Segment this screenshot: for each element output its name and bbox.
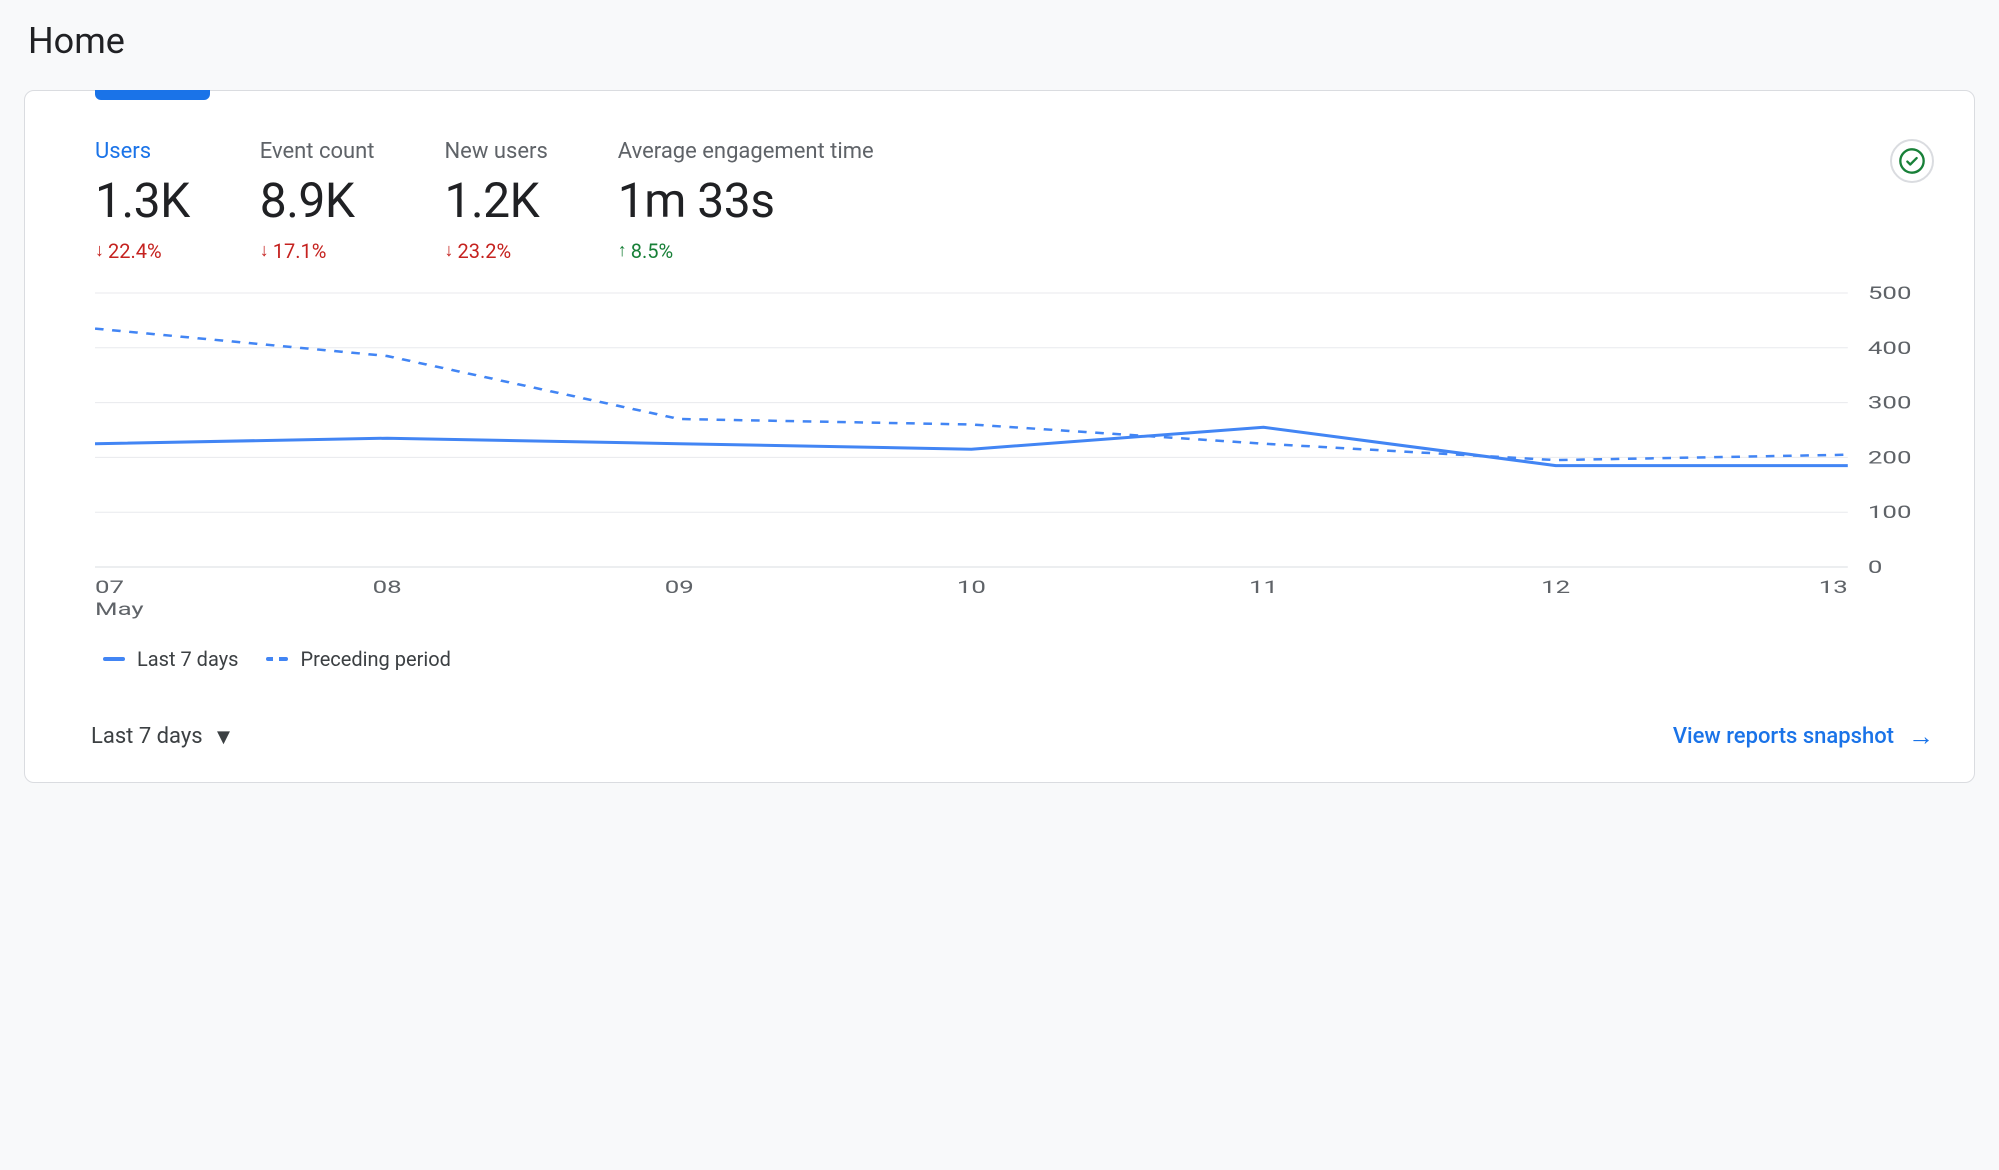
metric-change: ↓ 23.2% (444, 239, 547, 263)
chart-area: 0 100 200 300 400 500 07 08 09 10 11 12 13 May (25, 283, 1974, 623)
svg-text:300: 300 (1868, 392, 1912, 413)
svg-text:08: 08 (373, 577, 402, 598)
metric-label: Average engagement time (618, 139, 874, 164)
svg-text:200: 200 (1868, 447, 1912, 468)
metrics-row: Users 1.3K ↓ 22.4% Event count 8.9K ↓ 17… (25, 91, 1974, 283)
metric-label: Users (95, 139, 190, 164)
metric-value: 1.2K (444, 172, 547, 229)
metric-users[interactable]: Users 1.3K ↓ 22.4% (95, 139, 190, 263)
page-title: Home (28, 20, 1975, 62)
legend-item-current: Last 7 days (103, 647, 238, 671)
svg-text:12: 12 (1541, 577, 1570, 598)
metric-change: ↑ 8.5% (618, 239, 874, 263)
metric-value: 8.9K (260, 172, 375, 229)
metric-label: New users (444, 139, 547, 164)
svg-text:09: 09 (665, 577, 694, 598)
svg-text:May: May (95, 599, 144, 620)
svg-text:100: 100 (1868, 502, 1912, 523)
metric-change-text: 8.5% (631, 239, 673, 263)
metric-avg-engagement[interactable]: Average engagement time 1m 33s ↑ 8.5% (618, 139, 874, 263)
snapshot-label: View reports snapshot (1673, 724, 1894, 749)
metric-change: ↓ 17.1% (260, 239, 375, 263)
metric-label: Event count (260, 139, 375, 164)
check-circle-icon (1898, 147, 1926, 175)
period-label: Last 7 days (91, 724, 203, 749)
svg-text:11: 11 (1249, 577, 1278, 598)
period-selector[interactable]: Last 7 days ▼ (91, 724, 234, 750)
users-line-chart: 0 100 200 300 400 500 07 08 09 10 11 12 13 May (95, 283, 1934, 623)
svg-text:0: 0 (1868, 557, 1883, 578)
arrow-down-icon: ↓ (260, 242, 269, 260)
svg-text:13: 13 (1819, 577, 1848, 598)
svg-text:10: 10 (957, 577, 986, 598)
svg-text:400: 400 (1868, 338, 1912, 359)
legend-item-preceding: Preceding period (266, 647, 450, 671)
legend-swatch-solid (103, 657, 125, 661)
svg-text:07: 07 (95, 577, 124, 598)
arrow-down-icon: ↓ (444, 242, 453, 260)
view-reports-snapshot-link[interactable]: View reports snapshot → (1673, 721, 1934, 752)
metric-change: ↓ 22.4% (95, 239, 190, 263)
metric-value: 1.3K (95, 172, 190, 229)
metric-change-text: 23.2% (457, 239, 511, 263)
chevron-down-icon: ▼ (213, 724, 235, 750)
card-footer: Last 7 days ▼ View reports snapshot → (25, 691, 1974, 782)
legend-label: Last 7 days (137, 647, 238, 671)
arrow-up-icon: ↑ (618, 242, 627, 260)
legend-swatch-dashed (266, 657, 288, 661)
metric-change-text: 22.4% (108, 239, 162, 263)
svg-text:500: 500 (1868, 283, 1912, 304)
status-ok-badge[interactable] (1890, 139, 1934, 183)
metric-change-text: 17.1% (273, 239, 327, 263)
metric-value: 1m 33s (618, 172, 874, 229)
arrow-down-icon: ↓ (95, 242, 104, 260)
arrow-right-icon: → (1908, 721, 1934, 752)
overview-card: Users 1.3K ↓ 22.4% Event count 8.9K ↓ 17… (24, 90, 1975, 783)
chart-legend: Last 7 days Preceding period (25, 623, 1974, 691)
legend-label: Preceding period (300, 647, 450, 671)
metric-new-users[interactable]: New users 1.2K ↓ 23.2% (444, 139, 547, 263)
metric-event-count[interactable]: Event count 8.9K ↓ 17.1% (260, 139, 375, 263)
